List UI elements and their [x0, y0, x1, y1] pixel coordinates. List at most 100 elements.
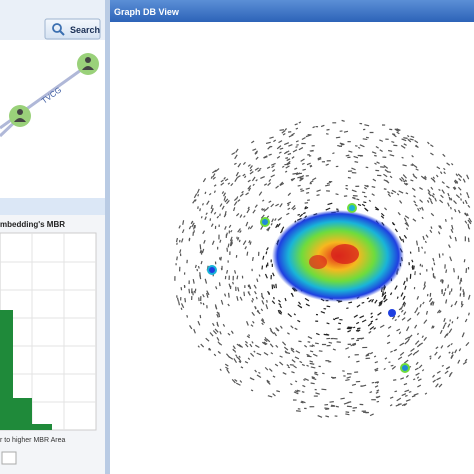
edge-mark	[389, 396, 394, 399]
edge-mark	[453, 268, 455, 273]
edge-mark	[442, 292, 446, 297]
edge-mark	[212, 176, 216, 180]
edge-mark	[366, 297, 370, 300]
edge-mark	[374, 367, 379, 371]
edge-mark	[287, 152, 292, 156]
edge-mark	[264, 337, 268, 340]
edge-mark	[414, 140, 419, 144]
edge-mark	[447, 323, 451, 328]
edge-mark	[318, 350, 323, 352]
edge-mark	[464, 212, 468, 217]
edge-mark	[346, 307, 349, 310]
edge-mark	[462, 201, 465, 204]
edge-mark	[206, 200, 210, 206]
edge-mark	[209, 332, 214, 337]
edge-mark	[363, 187, 367, 190]
spinner[interactable]	[1, 451, 17, 465]
edge-mark	[364, 207, 368, 211]
edge-mark	[284, 297, 287, 302]
edge-mark	[341, 143, 344, 146]
edge-mark	[356, 321, 360, 325]
edge-mark	[256, 374, 262, 379]
edge-mark	[194, 264, 197, 269]
edge-mark	[239, 193, 244, 198]
edge-mark	[251, 311, 255, 316]
edge-mark	[262, 199, 265, 202]
edge-mark	[458, 348, 462, 352]
edge-mark	[275, 203, 280, 207]
edge-mark	[199, 274, 202, 280]
edge-mark	[414, 309, 418, 314]
edge-mark	[415, 361, 419, 365]
edge-mark	[264, 273, 268, 279]
search-button[interactable]: Search	[44, 18, 101, 40]
edge-mark	[422, 301, 425, 305]
edge-mark	[282, 133, 286, 136]
edge-mark	[404, 222, 409, 226]
edge-mark	[401, 156, 404, 159]
edge-mark	[332, 152, 335, 155]
edge-mark	[225, 366, 229, 370]
edge-mark	[199, 249, 202, 254]
edge-mark	[403, 280, 406, 286]
edge-mark	[288, 143, 293, 147]
edge-mark	[235, 171, 239, 177]
edge-mark	[184, 297, 187, 303]
edge-mark	[414, 165, 418, 169]
edge-mark	[216, 311, 220, 316]
edge-mark	[438, 253, 441, 258]
edge-mark	[213, 353, 217, 357]
edge-mark	[429, 302, 433, 305]
edge-mark	[270, 203, 275, 208]
edge-mark	[242, 161, 246, 166]
edge-mark	[197, 320, 201, 326]
edge-mark	[371, 298, 374, 303]
edge-mark	[243, 215, 246, 218]
edge-mark	[279, 129, 285, 131]
edge-mark	[235, 354, 238, 357]
edge-mark	[311, 377, 317, 381]
edge-mark	[389, 292, 393, 296]
edge-mark	[275, 223, 279, 229]
edge-mark	[355, 329, 359, 332]
edge-mark	[202, 294, 205, 298]
edge-mark	[279, 147, 284, 150]
edge-mark	[197, 265, 200, 269]
edge-mark	[271, 218, 274, 223]
edge-mark	[272, 272, 275, 277]
edge-mark	[245, 192, 249, 196]
edge-mark	[328, 341, 333, 344]
edge-mark	[449, 235, 452, 240]
histogram-title: mbedding's MBR	[0, 220, 65, 229]
edge-mark	[334, 317, 340, 320]
edge-mark	[416, 311, 420, 316]
edge-mark	[199, 244, 202, 250]
edge-mark	[215, 305, 218, 310]
edge-mark	[232, 348, 235, 352]
edge-mark	[233, 162, 237, 165]
edge-mark	[263, 208, 268, 212]
edge-mark	[461, 332, 465, 338]
edge-mark	[452, 186, 456, 191]
edge-mark	[448, 244, 451, 249]
edge-mark	[419, 199, 424, 203]
edge-mark	[224, 198, 229, 203]
edge-mark	[249, 377, 253, 380]
edge-mark	[245, 221, 249, 227]
edge-mark	[438, 383, 443, 388]
edge-mark	[417, 207, 420, 212]
edge-mark	[262, 208, 266, 211]
edge-mark	[240, 366, 244, 369]
edge-mark	[451, 351, 454, 355]
edge-mark	[428, 297, 433, 303]
edge-mark	[389, 404, 393, 407]
edge-mark	[279, 203, 283, 208]
edge-mark	[405, 398, 411, 402]
edge-mark	[311, 376, 315, 379]
edge-mark	[286, 364, 290, 367]
edge-mark	[202, 302, 205, 306]
edge-mark	[285, 157, 289, 159]
edge-mark	[443, 167, 446, 171]
edge-mark	[467, 204, 471, 208]
edge-mark	[345, 187, 349, 190]
